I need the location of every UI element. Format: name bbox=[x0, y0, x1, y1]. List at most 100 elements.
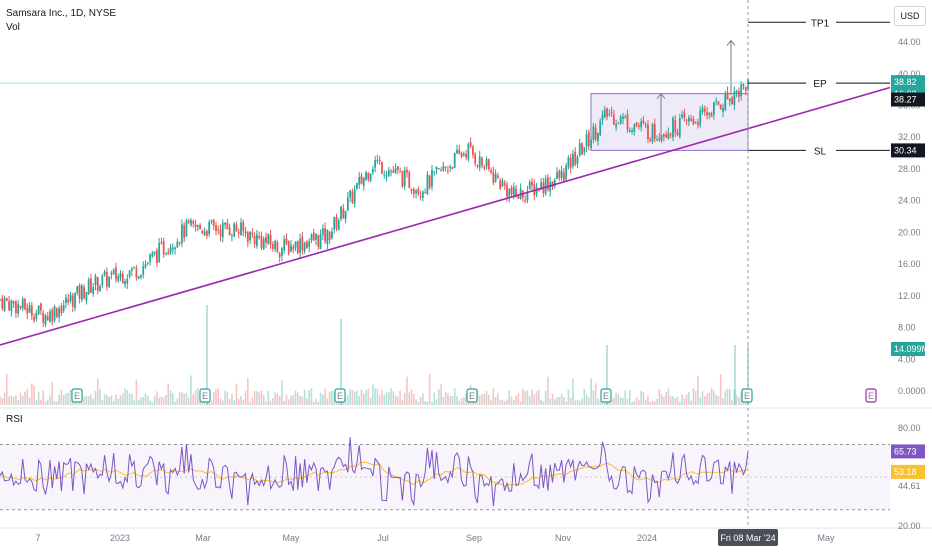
earnings-badge bbox=[741, 388, 753, 403]
volume-bar bbox=[515, 395, 517, 405]
price-tick-label: 32.00 bbox=[898, 132, 921, 142]
volume-bar bbox=[178, 392, 181, 405]
candle-body bbox=[117, 276, 120, 281]
candle-body bbox=[717, 101, 720, 105]
candle-body bbox=[15, 301, 17, 314]
candle-body bbox=[515, 188, 517, 197]
volume-bar bbox=[422, 393, 424, 405]
candle-body bbox=[365, 172, 367, 180]
volume-bar bbox=[17, 400, 19, 405]
candle-body bbox=[183, 225, 186, 238]
volume-bar bbox=[597, 398, 599, 405]
candle-body bbox=[578, 143, 581, 156]
candle-body bbox=[212, 219, 215, 226]
volume-bar bbox=[226, 391, 229, 405]
candle-body bbox=[551, 181, 554, 187]
candle-body bbox=[628, 129, 631, 132]
currency-button[interactable]: USD bbox=[894, 6, 926, 26]
candle-body bbox=[490, 170, 492, 173]
volume-bar bbox=[615, 392, 617, 405]
candle-body bbox=[228, 227, 231, 236]
candle-body bbox=[701, 107, 704, 112]
candle-body bbox=[315, 234, 317, 240]
volume-bar bbox=[1, 398, 4, 405]
candle-body bbox=[321, 228, 324, 235]
volume-bar bbox=[724, 390, 727, 405]
volume-bar bbox=[735, 394, 738, 405]
candle-body bbox=[526, 191, 529, 201]
candle-body bbox=[367, 172, 370, 180]
candle-body bbox=[615, 124, 618, 128]
volume-bar bbox=[383, 395, 386, 405]
candle-body bbox=[74, 293, 76, 309]
candle-body bbox=[471, 146, 474, 155]
candle-body bbox=[592, 126, 595, 140]
rsi-tick-label: 44.61 bbox=[898, 481, 921, 491]
volume-bar bbox=[358, 396, 361, 405]
volume-bar bbox=[585, 394, 588, 405]
candle-body bbox=[319, 234, 322, 250]
volume-bar bbox=[647, 395, 649, 405]
volume-bar bbox=[715, 394, 717, 405]
volume-bar bbox=[365, 390, 367, 405]
rsi-ma-badge-bg bbox=[891, 464, 925, 479]
volume-bar bbox=[710, 388, 713, 405]
candle-body bbox=[406, 169, 408, 173]
candle-body bbox=[412, 189, 415, 194]
candle-body bbox=[590, 139, 593, 149]
candle-body bbox=[101, 275, 104, 285]
volume-bar bbox=[315, 398, 317, 405]
candle-body bbox=[335, 216, 338, 229]
candle-body bbox=[665, 134, 668, 138]
volume-bar bbox=[674, 397, 677, 405]
time-tick-label: Nov bbox=[555, 533, 572, 543]
volume-bar bbox=[242, 399, 245, 405]
candle-body bbox=[269, 235, 272, 245]
volume-bar bbox=[649, 401, 652, 405]
volume-bar bbox=[719, 374, 722, 405]
rsi-line bbox=[0, 437, 749, 507]
candle-body bbox=[17, 304, 20, 314]
candle-body bbox=[635, 122, 638, 126]
candle-body bbox=[517, 196, 520, 199]
candle-body bbox=[399, 171, 402, 173]
candle-body bbox=[694, 121, 697, 123]
rsi-panel bbox=[0, 437, 890, 511]
volume-label: Vol bbox=[6, 22, 20, 33]
candle-body bbox=[49, 311, 51, 323]
candle-body bbox=[287, 241, 290, 254]
volume-bar bbox=[517, 393, 520, 405]
candle-body bbox=[333, 217, 336, 230]
candle-body bbox=[351, 191, 354, 203]
candle-body bbox=[649, 138, 652, 141]
volume-bar bbox=[553, 399, 556, 405]
volume-bar bbox=[513, 399, 515, 405]
volume-bar bbox=[506, 399, 508, 405]
volume-bar bbox=[344, 398, 347, 405]
volume-bar bbox=[576, 399, 579, 405]
candle-body bbox=[626, 114, 629, 130]
candle-body bbox=[531, 181, 533, 186]
volume-bar bbox=[62, 395, 65, 405]
candle-body bbox=[740, 84, 743, 97]
volume-bar bbox=[444, 392, 447, 405]
volume-bar bbox=[10, 395, 13, 405]
earnings-marker: E bbox=[741, 388, 753, 403]
candle-body bbox=[383, 174, 386, 176]
candle-body bbox=[435, 166, 438, 170]
volume-bar bbox=[183, 393, 185, 405]
volume-bar bbox=[594, 383, 597, 405]
volume-bar bbox=[251, 397, 254, 405]
volume-bar bbox=[299, 395, 301, 405]
candle-body bbox=[678, 118, 681, 138]
volume-bar bbox=[590, 378, 592, 405]
volume-bar bbox=[542, 401, 545, 405]
candle-body bbox=[501, 180, 504, 187]
candle-body bbox=[710, 113, 713, 117]
volume-bar bbox=[565, 401, 567, 405]
volume-bar bbox=[276, 393, 279, 405]
price-tick-label: 8.00 bbox=[898, 323, 916, 333]
earnings-marker: E bbox=[334, 388, 346, 403]
volume-bar bbox=[256, 390, 258, 405]
